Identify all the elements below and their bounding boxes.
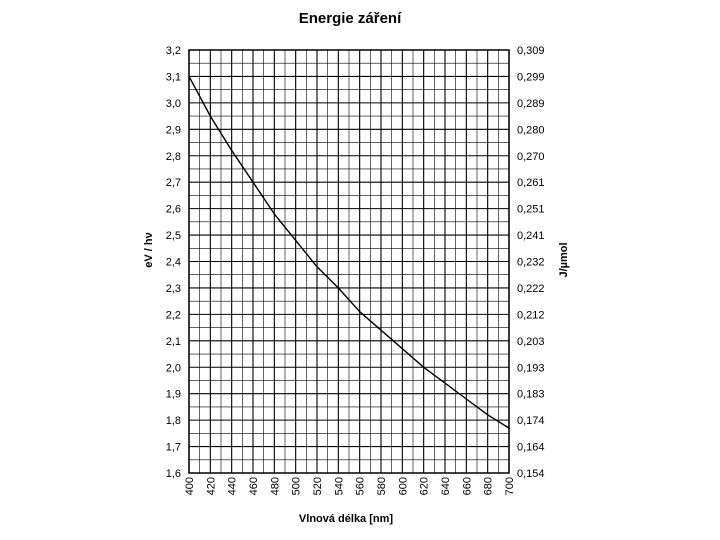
series-line — [188, 76, 510, 429]
y-tick-label-left: 2,1 — [166, 336, 181, 348]
y-tick-label-right: 0,193 — [517, 362, 545, 374]
y-tick-label-right: 0,309 — [517, 45, 545, 57]
y-tick-label-left: 3,2 — [166, 45, 181, 57]
y-tick-label-left: 2,3 — [166, 283, 181, 295]
y-tick-label-right: 0,241 — [517, 230, 545, 242]
x-tick-label: 600 — [397, 477, 409, 495]
y-tick-label-right: 0,251 — [517, 204, 545, 216]
x-tick-label: 500 — [291, 477, 303, 495]
y-tick-label-left: 1,7 — [166, 442, 181, 454]
x-tick-label: 540 — [333, 477, 345, 495]
y-tick-label-left: 2,6 — [166, 204, 181, 216]
x-tick-label: 660 — [461, 477, 473, 495]
y-tick-label-left: 1,6 — [166, 468, 181, 480]
y-tick-label-right: 0,174 — [517, 415, 545, 427]
y-tick-label-right: 0,212 — [517, 309, 545, 321]
y-tick-label-right: 0,203 — [517, 336, 545, 348]
y-tick-label-left: 2,0 — [166, 362, 181, 374]
y-tick-label-right: 0,289 — [517, 98, 545, 110]
x-tick-label: 680 — [483, 477, 495, 495]
y-axis-label-right: J/µmol — [558, 242, 570, 277]
x-tick-label: 400 — [184, 477, 196, 495]
x-tick-label: 520 — [312, 477, 324, 495]
y-tick-label-left: 3,0 — [166, 98, 181, 110]
x-tick-label: 580 — [376, 477, 388, 495]
tick-labels: 1,6 1,7 1,8 1,9 2,0 2,1 2,2 2,3 2,4 2,5 2,6 2,7 2,8 2… — [166, 45, 545, 495]
y-tick-label-left: 2,5 — [166, 230, 181, 242]
y-tick-label-right: 0,154 — [517, 468, 545, 480]
x-axis-label: Vlnová délka [nm] — [299, 513, 393, 525]
y-axis-label-left: eV / hν — [143, 232, 155, 267]
y-tick-label-right: 0,299 — [517, 71, 545, 83]
grid — [188, 49, 510, 474]
plot-frame — [188, 49, 510, 474]
y-tick-label-right: 0,280 — [517, 124, 545, 136]
x-tick-label: 480 — [269, 477, 281, 495]
x-tick-label: 440 — [227, 477, 239, 495]
y-tick-label-right: 0,270 — [517, 151, 545, 163]
y-tick-label-right: 0,232 — [517, 257, 545, 269]
y-tick-label-left: 2,9 — [166, 124, 181, 136]
y-tick-label-left: 2,8 — [166, 151, 181, 163]
y-tick-label-left: 1,9 — [166, 389, 181, 401]
y-tick-label-left: 1,8 — [166, 415, 181, 427]
x-tick-label: 420 — [205, 477, 217, 495]
y-tick-label-right: 0,164 — [517, 442, 545, 454]
y-tick-label-left: 2,4 — [166, 257, 181, 269]
curve-layer — [188, 76, 510, 429]
x-tick-label: 620 — [419, 477, 431, 495]
x-tick-label: 640 — [440, 477, 452, 495]
y-tick-label-right: 0,222 — [517, 283, 545, 295]
x-tick-label: 460 — [248, 477, 260, 495]
chart-title: Energie záření — [299, 10, 402, 27]
x-tick-label: 560 — [355, 477, 367, 495]
x-tick-label: 700 — [504, 477, 516, 495]
y-tick-label-left: 3,1 — [166, 71, 181, 83]
y-tick-label-right: 0,261 — [517, 177, 545, 189]
y-tick-label-left: 2,7 — [166, 177, 181, 189]
y-tick-label-right: 0,183 — [517, 389, 545, 401]
y-tick-label-left: 2,2 — [166, 309, 181, 321]
